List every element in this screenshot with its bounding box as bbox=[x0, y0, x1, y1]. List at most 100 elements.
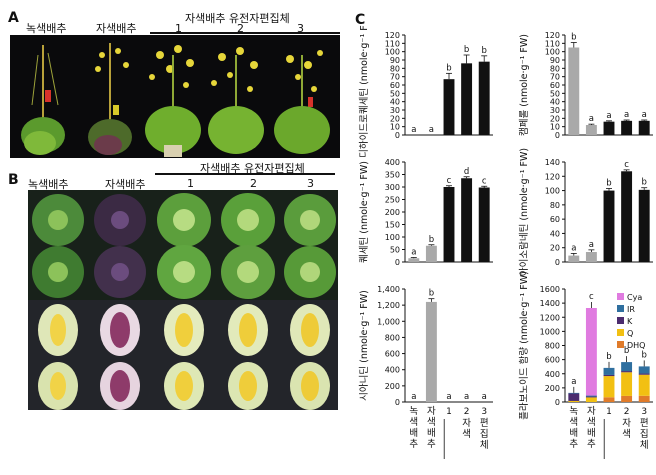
chart-4-xlabel-0: 색 bbox=[409, 417, 418, 428]
chart-4-ytick-label: 800 bbox=[385, 333, 400, 342]
chart-5-sig-letter-4: b bbox=[641, 350, 646, 360]
cabbage-top-edit-2-image bbox=[221, 193, 275, 299]
chart-4-sig-letter-1: b bbox=[429, 289, 434, 299]
panel-c-letter: C bbox=[355, 12, 366, 28]
chart-5-ylabel: 플라보노이드 함량 (nmole·g⁻¹ FW) bbox=[518, 271, 530, 420]
panel-b-group-line bbox=[155, 173, 335, 175]
chart-5-xgroup-label: 편 bbox=[640, 417, 649, 429]
chart-3-ytick-label: 40 bbox=[550, 229, 560, 238]
chart-3-bar-2 bbox=[603, 190, 615, 262]
panel-a-group-label: 자색배추 유전자편집체 bbox=[185, 12, 290, 25]
panel-a-num-1: 1 bbox=[175, 22, 182, 35]
chart-3-ytick-label: 120 bbox=[545, 172, 560, 181]
chart-5-bar-Q-3 bbox=[621, 372, 633, 396]
chart-5-xlabel-2: 1 bbox=[606, 407, 612, 417]
chart-5-bar-IR-3 bbox=[621, 362, 633, 372]
chart-2-bar-1 bbox=[425, 245, 437, 262]
chart-5-xlabel-1: 배 bbox=[587, 428, 596, 439]
chart-5-bar-Q-4 bbox=[638, 374, 650, 396]
chart-5-sig-letter-1: c bbox=[589, 292, 594, 302]
chart-2-ytick-label: 300 bbox=[385, 183, 400, 192]
chart-4-xlabel-4: 3 bbox=[481, 407, 487, 417]
chart-1-bar-4 bbox=[638, 120, 650, 135]
chart-5-ytick-label: 1200 bbox=[540, 313, 560, 322]
chart-2-sig-letter-4: c bbox=[482, 176, 487, 186]
cabbage-cut-edit-2-image bbox=[228, 304, 268, 410]
chart-5-bar-IR-2 bbox=[603, 367, 615, 375]
panel-a-num-3: 3 bbox=[297, 22, 304, 35]
chart-0-ytick-label: 70 bbox=[390, 73, 400, 82]
chart-0-ytick-label: 0 bbox=[395, 131, 400, 140]
chart-4-xgroup-prefix: 자 bbox=[462, 418, 471, 429]
chart-5-ytick-label: 800 bbox=[545, 342, 560, 351]
chart-4-sig-letter-0: a bbox=[411, 392, 416, 402]
chart-1-ytick-label: 30 bbox=[550, 106, 560, 115]
chart-5-sig-letter-2: b bbox=[606, 352, 611, 362]
chart-5-ytick-label: 1400 bbox=[540, 299, 560, 308]
chart-4-xlabel-2: 1 bbox=[446, 407, 452, 417]
chart-5-bar-Q-0 bbox=[568, 400, 580, 402]
chart-4-ytick-label: 400 bbox=[385, 366, 400, 375]
chart-0-ytick-label: 90 bbox=[390, 56, 400, 65]
chart-3-ytick-label: 0 bbox=[555, 258, 560, 267]
chart-5-bar-IR-0 bbox=[568, 392, 580, 394]
cabbage-cut-purple-image bbox=[100, 304, 140, 410]
chart-0-bar-4 bbox=[478, 61, 490, 135]
plant-purple-image bbox=[88, 43, 132, 155]
chart-4-xlabel-1: 배 bbox=[427, 428, 436, 439]
chart-4-xgroup-label: 편 bbox=[480, 417, 489, 429]
chart-5-bar-K-0 bbox=[568, 393, 580, 401]
chart-5-bar-DHQ-2 bbox=[603, 397, 615, 402]
legend-label-Cya: Cya bbox=[627, 293, 642, 302]
chart-2-ytick-label: 50 bbox=[390, 246, 400, 255]
cabbage-top-edit-1-image bbox=[157, 193, 211, 299]
chart-2-bar-2 bbox=[443, 187, 455, 262]
plant-edit-3-image bbox=[274, 50, 330, 154]
chart-3-sig-letter-1: a bbox=[589, 240, 594, 250]
chart-2-sig-letter-2: c bbox=[447, 176, 452, 186]
chart-4-ytick-label: 0 bbox=[395, 398, 400, 407]
chart-0-sig-letter-3: b bbox=[464, 45, 469, 55]
chart-3-sig-letter-4: b bbox=[641, 178, 646, 188]
chart-5-ytick-label: 600 bbox=[545, 356, 560, 365]
cabbage-top-edit-3-image bbox=[284, 194, 336, 298]
chart-0-ytick-label: 20 bbox=[390, 114, 400, 123]
chart-0-ytick-label: 30 bbox=[390, 106, 400, 115]
chart-1-sig-letter-0: b bbox=[571, 33, 576, 43]
chart-5-bar-IR-1 bbox=[585, 395, 597, 397]
chart-3-ytick-label: 100 bbox=[545, 187, 560, 196]
chart-4-xlabel-0: 추 bbox=[409, 439, 418, 450]
legend-label-Q: Q bbox=[627, 329, 633, 338]
chart-2-bar-3 bbox=[461, 178, 473, 262]
panel-b-num-1: 1 bbox=[187, 177, 194, 190]
chart-3-sig-letter-3: c bbox=[624, 160, 629, 170]
panel-b-label-purple: 자색배추 bbox=[105, 178, 146, 191]
chart-4-xlabel-1: 추 bbox=[427, 439, 436, 450]
panel-b-label-green: 녹색배추 bbox=[28, 178, 69, 191]
chart-0-ylabel: 디하이드로퀘세틴 (nmole·g⁻¹ FW) bbox=[358, 25, 370, 158]
chart-3-ylabel: 아이소람네틴 (nmole·g⁻¹ FW) bbox=[518, 148, 530, 276]
panel-b-num-3: 3 bbox=[307, 177, 314, 190]
panel-b-num-2: 2 bbox=[250, 177, 257, 190]
chart-1-bar-0 bbox=[568, 47, 580, 135]
chart-5-bar-IR-4 bbox=[638, 366, 650, 374]
chart-4-ytick-label: 1,000 bbox=[377, 317, 400, 326]
chart-1-ytick-label: 90 bbox=[550, 56, 560, 65]
chart-5-bar-K-3 bbox=[621, 371, 633, 373]
chart-5-ytick-label: 200 bbox=[545, 384, 560, 393]
chart-3-ytick-label: 20 bbox=[550, 244, 560, 253]
chart-0-ytick-label: 50 bbox=[390, 89, 400, 98]
chart-5-sig-letter-3: b bbox=[624, 346, 629, 356]
chart-5-ytick-label: 1600 bbox=[540, 285, 560, 294]
chart-2-ytick-label: 400 bbox=[385, 158, 400, 167]
chart-2-sig-letter-0: a bbox=[411, 248, 416, 258]
legend-swatch-DHQ bbox=[617, 341, 624, 348]
chart-0-bar-2 bbox=[443, 79, 455, 135]
chart-5-bar-Q-1 bbox=[585, 397, 597, 402]
chart-4-xlabel-1: 자 bbox=[427, 406, 436, 417]
chart-5-xgroup-label: 체 bbox=[640, 440, 649, 451]
chart-1-ylabel: 캠페롤 (nmole·g⁻¹ FW) bbox=[518, 34, 530, 136]
legend-label-IR: IR bbox=[627, 305, 635, 314]
chart-4-xlabel-3: 2 bbox=[464, 407, 470, 417]
chart-5-ytick-label: 400 bbox=[545, 370, 560, 379]
